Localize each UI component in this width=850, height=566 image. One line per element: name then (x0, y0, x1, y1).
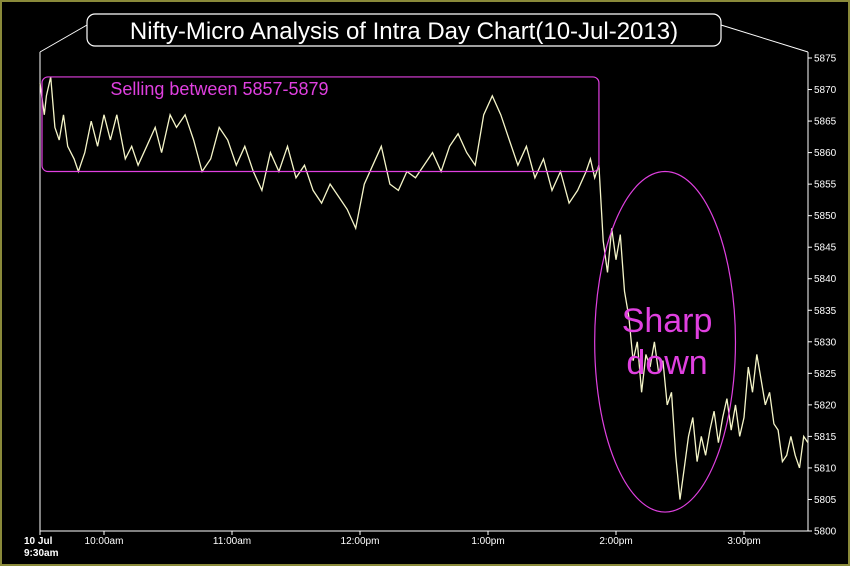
title-connector-right (720, 24, 809, 53)
title-connector-left (39, 24, 88, 53)
x-tick-label: 11:00am (213, 536, 251, 547)
y-tick-label: 5835 (814, 306, 837, 317)
y-tick-label: 5825 (814, 369, 837, 380)
y-axis-ticks: 5800 5805 5810 5815 5820 5825 5830 5835 5840 5845… (808, 54, 837, 538)
x-tick-label: 12:00pm (341, 536, 380, 547)
chart-title: Nifty-Micro Analysis of Intra Day Chart(… (130, 18, 678, 45)
y-tick-label: 5865 (814, 117, 837, 128)
title-box (86, 13, 722, 47)
sharp-down-ellipse (594, 170, 737, 513)
y-tick-label: 5840 (814, 274, 837, 285)
y-tick-label: 5815 (814, 432, 837, 443)
price-series-line (39, 76, 809, 500)
sharp-down-label: down (626, 344, 707, 382)
y-tick-label: 5800 (814, 527, 837, 538)
y-tick-label: 5845 (814, 243, 837, 254)
y-tick-label: 5820 (814, 400, 837, 411)
x-tick-label: 10:00am (85, 536, 124, 547)
y-tick-label: 5860 (814, 148, 837, 159)
annotations: Selling between 5857-5879 Sharp down (41, 76, 737, 513)
x-tick-label: 2:00pm (599, 536, 632, 547)
selling-zone-rect (41, 76, 600, 173)
x-tick-label: 1:00pm (471, 536, 504, 547)
x-tick-label: 10 Jul (24, 536, 53, 547)
title-group: Nifty-Micro Analysis of Intra Day Chart(… (39, 13, 809, 53)
y-tick-label: 5850 (814, 211, 837, 222)
y-tick-label: 5855 (814, 180, 837, 191)
x-tick-label: 3:00pm (727, 536, 760, 547)
selling-zone-label: Selling between 5857-5879 (110, 79, 328, 99)
y-tick-label: 5810 (814, 463, 837, 474)
x-tick-label-secondary: 9:30am (24, 548, 59, 559)
y-tick-label: 5875 (814, 54, 837, 65)
y-tick-label: 5805 (814, 495, 837, 506)
sharp-down-label: Sharp (622, 302, 713, 340)
y-tick-label: 5870 (814, 85, 837, 96)
y-tick-label: 5830 (814, 337, 837, 348)
